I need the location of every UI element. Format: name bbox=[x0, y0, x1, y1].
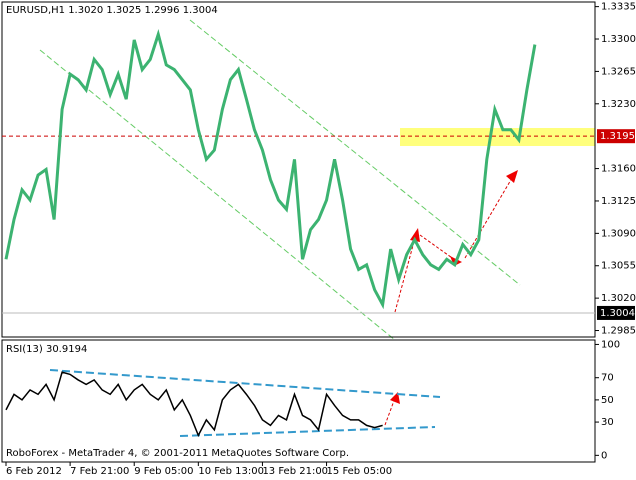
price-panel bbox=[1, 1, 596, 338]
y-tick-label: 1.3160 bbox=[601, 164, 636, 175]
highlight-zone bbox=[400, 128, 595, 146]
x-tick-label: 15 Feb 05:00 bbox=[327, 466, 393, 477]
y-tick-label: 1.2985 bbox=[601, 326, 636, 337]
y-tick-label: 30 bbox=[601, 417, 614, 428]
x-tick-label: 10 Feb 13:00 bbox=[198, 466, 264, 477]
channel-line bbox=[39, 49, 396, 341]
arrow-head bbox=[506, 170, 518, 183]
level-label: 1.3195 bbox=[600, 131, 635, 142]
x-tick-label: 9 Feb 05:00 bbox=[134, 466, 193, 477]
x-tick-label: 7 Feb 21:00 bbox=[70, 466, 129, 477]
arrow-line bbox=[394, 237, 416, 313]
y-tick-label: 1.3300 bbox=[601, 34, 636, 45]
x-tick-label: 6 Feb 2012 bbox=[6, 466, 62, 477]
y-tick-label: 1.3125 bbox=[601, 196, 636, 207]
rsi-trend-line bbox=[179, 426, 436, 437]
series-line bbox=[5, 371, 383, 438]
price-title: EURUSD,H1 1.3020 1.3025 1.2996 1.3004 bbox=[6, 5, 218, 16]
y-tick-label: 1.3020 bbox=[601, 293, 636, 304]
arrow-line bbox=[419, 234, 456, 261]
y-tick-label: 1.3265 bbox=[601, 66, 636, 77]
level-label-bg bbox=[597, 129, 635, 144]
price-label: 1.3004 bbox=[600, 308, 635, 319]
y-tick-label: 1.3335 bbox=[601, 2, 636, 13]
channel-line bbox=[189, 19, 521, 286]
y-tick-label: 1.3055 bbox=[601, 261, 636, 272]
y-tick-label: 1.3230 bbox=[601, 99, 636, 110]
rsi-title: RSI(13) 30.9194 bbox=[6, 344, 87, 355]
channel bbox=[39, 19, 521, 341]
rsi-panel bbox=[1, 339, 596, 463]
rsi-trend bbox=[49, 369, 441, 437]
y-tick-label: 0 bbox=[601, 450, 607, 461]
arrow-head bbox=[410, 228, 420, 242]
y-tick-label: 70 bbox=[601, 373, 614, 384]
price-label-bg bbox=[597, 305, 635, 320]
y-tick-label: 100 bbox=[601, 339, 620, 350]
rsi-trend-line bbox=[49, 369, 441, 398]
y-tick-label: 50 bbox=[601, 395, 614, 406]
series-line bbox=[4, 29, 537, 310]
y-tick-label: 1.3090 bbox=[601, 228, 636, 239]
annotation: RoboForex - MetaTrader 4, © 2001-2011 Me… bbox=[6, 448, 349, 459]
arrows bbox=[384, 177, 513, 426]
arrow-line bbox=[464, 177, 513, 259]
x-tick-label: 13 Feb 21:00 bbox=[262, 466, 328, 477]
